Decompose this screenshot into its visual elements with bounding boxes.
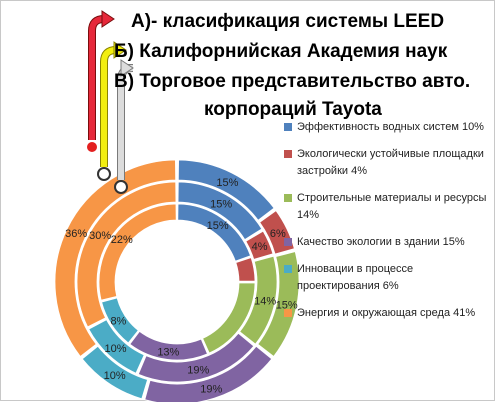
legend-item: Инновации в процессе проектирования 6% [283,261,493,295]
arrow-body [101,47,117,167]
doughnut-slice [177,203,251,262]
arrow-tail-circle [85,140,99,154]
legend-label: Энергия и окружающая среда 41% [297,307,476,319]
data-label: 36% [65,228,87,240]
legend-swatch [284,238,292,246]
doughnut-slice [177,181,263,241]
data-label: 6% [270,228,286,240]
legend-item: Экологически устойчивые площадки застрой… [283,146,493,180]
legend-item: Качество экологии в здании 15% [283,234,493,251]
legend-item: Строительные материалы и ресурсы 14% [283,190,493,224]
data-label: 15% [210,199,232,211]
data-label: 13% [157,346,179,358]
doughnut-slice [245,230,274,260]
data-label: 14% [254,295,276,307]
doughnut-slice [54,159,177,357]
doughnut-slice [137,332,255,383]
legend-label: Качество экологии в здании 15% [297,236,465,248]
doughnut-slice [202,282,256,354]
data-label: 19% [200,384,222,396]
doughnut-slice [76,181,177,328]
data-label: 22% [111,234,133,246]
data-label: 15% [207,220,229,232]
arrow-tail-circle [114,180,128,194]
data-label: 30% [89,230,111,242]
legend-item: Энергия и окружающая среда 41% [283,305,493,322]
legend-swatch [284,194,292,202]
title-line-3: В) Торговое представительство авто. [114,71,471,92]
data-label: 19% [187,364,209,376]
legend-label: Строительные материалы и ресурсы 14% [297,192,487,221]
data-label: 10% [104,370,126,382]
data-label: 10% [105,343,127,355]
arrow-head [120,59,134,77]
legend-swatch [284,265,292,273]
legend-swatch [284,123,292,131]
arrow-tail-circle [97,167,111,181]
red-curved-arrow-icon [85,10,115,154]
doughnut-slice [101,297,139,344]
doughnut-slice [144,345,273,402]
doughnut-slice [129,330,208,361]
legend-label: Инновации в процессе проектирования 6% [297,263,414,292]
legend-swatch [284,150,292,158]
doughnut-slice [81,345,149,400]
arrow-head [113,41,127,59]
doughnut-slice [98,203,177,301]
yellow-curved-arrow-icon [97,41,127,181]
chart-legend: Эффективность водных систем 10% Экологич… [283,119,493,332]
title-line-1: А)- класификация системы LEED [131,11,445,32]
data-label: 4% [252,241,268,253]
data-label: 15% [216,177,238,189]
doughnut-slice [177,159,275,221]
doughnut-slice [235,257,256,282]
title-line-2: Б) Калифорнийская Академия наук [114,41,448,62]
legend-item: Эффективность водных систем 10% [283,119,493,136]
legend-label: Экологически устойчивые площадки застрой… [297,148,484,177]
doughnut-slice [88,319,145,374]
white-curved-arrow-icon [114,59,134,194]
arrow-head [101,10,115,28]
legend-swatch [284,309,292,317]
doughnut-slice [239,255,278,345]
data-label: 8% [110,315,126,327]
legend-label: Эффективность водных систем 10% [297,121,484,133]
title-line-4: корпораций Tayota [204,99,382,120]
data-label: 15% [276,299,298,311]
doughnut-slice [257,251,300,357]
